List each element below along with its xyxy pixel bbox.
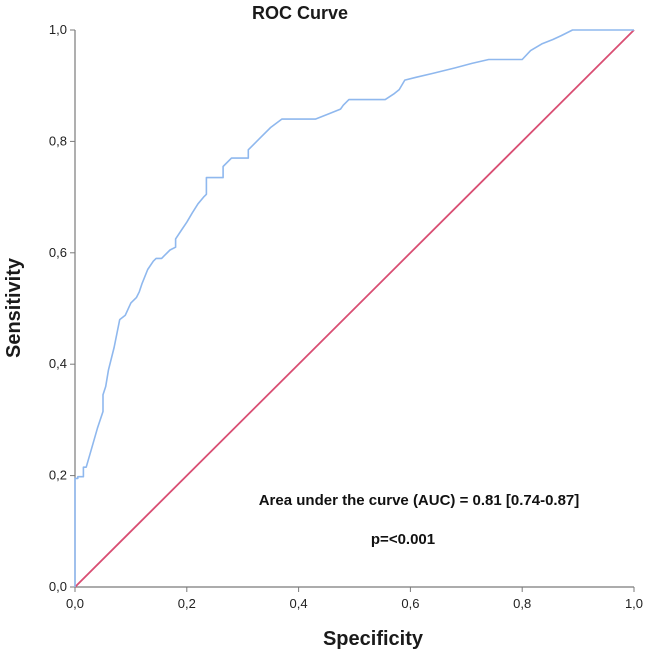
x-axis-title: Specificity bbox=[323, 628, 424, 650]
x-tick-label: 0,6 bbox=[401, 596, 419, 611]
y-axis-title: Sensitivity bbox=[3, 257, 25, 358]
y-tick-label: 0,2 bbox=[49, 468, 67, 483]
y-tick-label: 0,6 bbox=[49, 245, 67, 260]
x-tick-label: 1,0 bbox=[625, 596, 643, 611]
auc-annotation: Area under the curve (AUC) = 0.81 [0.74-… bbox=[259, 492, 580, 509]
x-ticks: 0,0 0,2 0,4 0,6 0,8 1,0 bbox=[66, 587, 643, 611]
y-tick-label: 0,4 bbox=[49, 356, 67, 371]
x-tick-label: 0,0 bbox=[66, 596, 84, 611]
reference-diagonal-line bbox=[74, 29, 635, 588]
y-tick-label: 0,0 bbox=[49, 579, 67, 594]
y-tick-label: 0,8 bbox=[49, 133, 67, 148]
chart-title: ROC Curve bbox=[252, 3, 348, 23]
p-value-annotation: p=<0.001 bbox=[371, 531, 435, 548]
x-tick-label: 0,2 bbox=[178, 596, 196, 611]
roc-curve-line bbox=[74, 29, 634, 587]
x-tick-label: 0,8 bbox=[513, 596, 531, 611]
y-tick-label: 1,0 bbox=[49, 22, 67, 37]
series-layer bbox=[74, 29, 635, 588]
y-ticks: 0,0 0,2 0,4 0,6 0,8 1,0 bbox=[49, 22, 75, 594]
x-tick-label: 0,4 bbox=[290, 596, 308, 611]
